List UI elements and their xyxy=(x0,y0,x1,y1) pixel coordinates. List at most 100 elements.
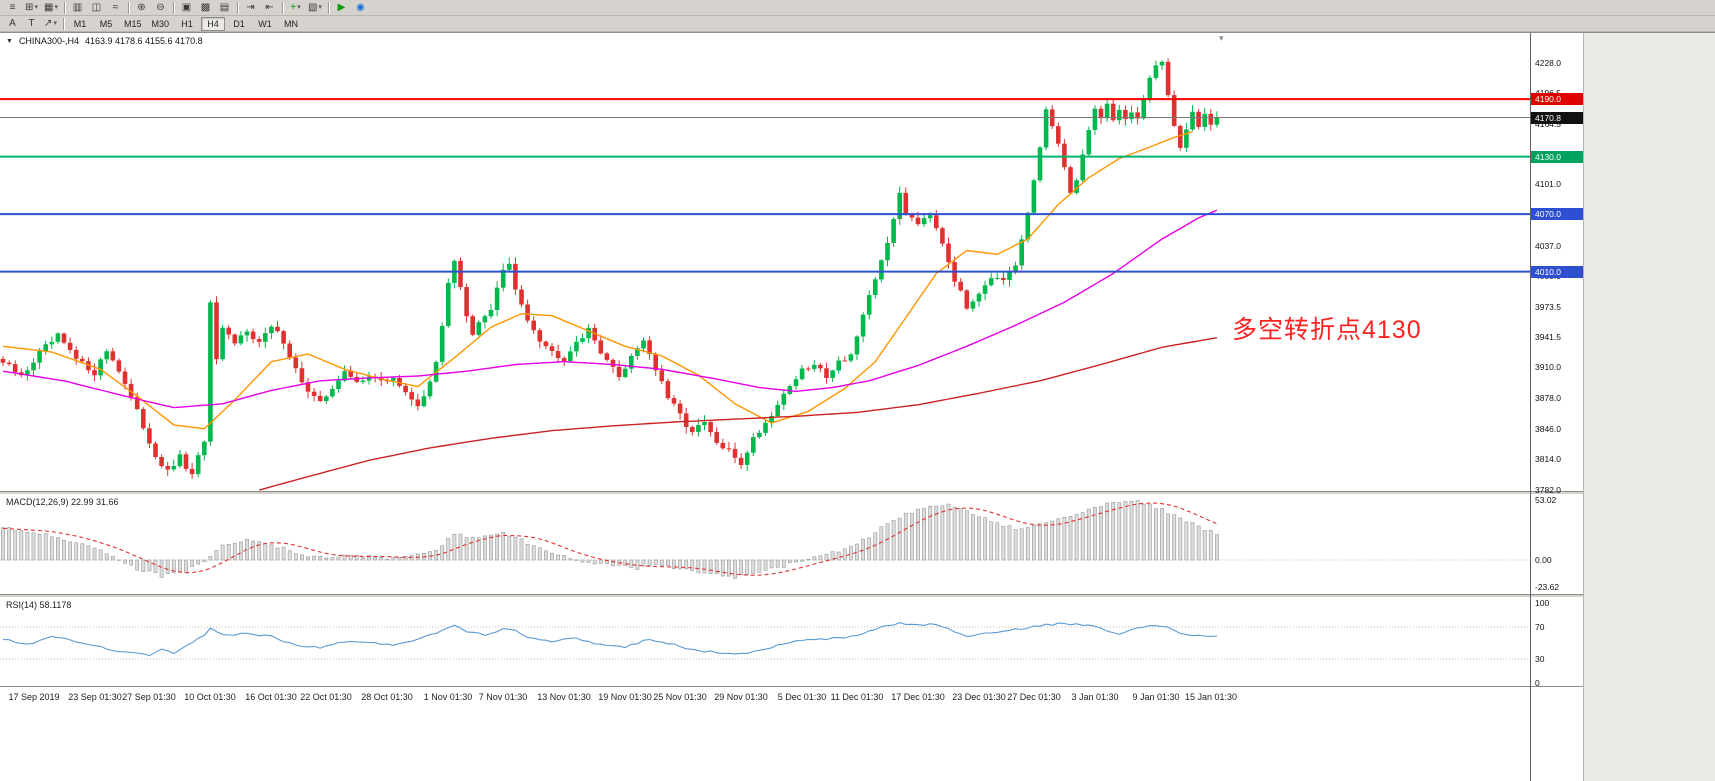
rsi-axis[interactable]: 100 70 30 0 xyxy=(1531,598,1583,688)
arrow-objects-icon: ↗ xyxy=(44,17,53,29)
toolbar-separator xyxy=(281,1,283,14)
timeframe-w1-button[interactable]: W1 xyxy=(253,17,277,31)
community-icon: ◉ xyxy=(356,1,365,13)
macd-plot[interactable] xyxy=(0,495,1530,594)
price-tick: 3782.0 xyxy=(1535,485,1561,495)
price-axis[interactable]: 4228.04196.54164.54133.04101.04069.04037… xyxy=(1531,33,1583,495)
text-label-tool-icon: T xyxy=(28,17,35,29)
zoom-out-button[interactable]: ⊖ xyxy=(151,1,170,15)
indicators-icon: + xyxy=(290,1,297,13)
timeframe-m30-button[interactable]: M30 xyxy=(148,17,174,31)
price-badge: 4170.8 xyxy=(1531,111,1583,124)
cascade-windows-button[interactable]: ▩ xyxy=(196,1,215,15)
tile-windows-button[interactable]: ▣ xyxy=(177,1,196,15)
time-label: 27 Dec 01:30 xyxy=(1007,692,1061,702)
zoom-in-button[interactable]: ⊕ xyxy=(132,1,151,15)
time-label: 5 Dec 01:30 xyxy=(777,692,827,702)
price-chart-panel: ▼ CHINA300-,H4 4163.9 4178.6 4155.6 4170… xyxy=(0,33,1530,491)
time-label: 29 Nov 01:30 xyxy=(714,692,768,702)
line-chart-mode-button[interactable]: ≈ xyxy=(106,1,125,15)
cascade-windows-icon: ▩ xyxy=(200,1,211,13)
toolbar-separator xyxy=(236,1,238,14)
time-label: 28 Oct 01:30 xyxy=(361,692,413,702)
expert-advisors-icon: ▶ xyxy=(337,1,346,13)
rsi-label: RSI(14) 58.1178 xyxy=(6,600,72,610)
timeframe-m5-button[interactable]: M5 xyxy=(94,17,118,31)
auto-scroll-icon: ⇥ xyxy=(246,1,255,13)
text-tool-button[interactable]: A xyxy=(3,17,22,31)
timeframe-h4-button[interactable]: H4 xyxy=(201,16,226,31)
timeframe-h1-button[interactable]: H1 xyxy=(175,17,199,31)
dropdown-caret-icon: ▾ xyxy=(34,4,38,11)
toolbar-separator xyxy=(327,1,329,14)
indicators-button[interactable]: + ▾ xyxy=(286,1,305,15)
time-label: 17 Sep 2019 xyxy=(8,692,60,702)
studies-timeframe-toolbar: A T ↗ ▾ M1 M5 M15 M30 H1 H4 D1 W1 MN xyxy=(0,16,1715,32)
candlestick-mode-button[interactable]: ◫ xyxy=(87,1,106,15)
standard-toolbar-buttons: ≡ ⊞ ▾ ▦ ▾ ▥ ◫ ≈ ⊕ ⊖ ▣ ▩ ▤ ⇥ ⇤ + ▾ ▧ ▾ ▶ ◉ xyxy=(3,0,370,15)
toolbar-separator xyxy=(172,1,174,14)
templates-icon: ▧ xyxy=(307,1,318,13)
dropdown-caret-icon: ▾ xyxy=(318,4,322,11)
zoom-in-icon: ⊕ xyxy=(137,1,146,13)
price-chart-plot[interactable] xyxy=(0,33,1530,491)
price-tick: 3910.0 xyxy=(1535,362,1561,373)
rsi-plot[interactable] xyxy=(0,598,1530,686)
price-tick: 4101.0 xyxy=(1535,179,1561,190)
time-axis[interactable]: 17 Sep 2019 23 Sep 01:30 27 Sep 01:30 10 Oc… xyxy=(0,686,1530,712)
price-tick: 3846.0 xyxy=(1535,423,1561,434)
dropdown-caret-icon: ▾ xyxy=(53,20,57,27)
price-tick: 4196.5 xyxy=(1535,88,1561,99)
timeframe-d1-button[interactable]: D1 xyxy=(227,17,251,31)
timeframe-mn-button[interactable]: MN xyxy=(279,17,303,31)
time-label: 15 Jan 01:30 xyxy=(1184,692,1238,702)
axis-corner xyxy=(1531,686,1583,712)
time-label: 11 Dec 01:30 xyxy=(830,692,884,702)
workspace: ▼ CHINA300-,H4 4163.9 4178.6 4155.6 4170… xyxy=(0,32,1715,781)
templates-button[interactable]: ▧ ▾ xyxy=(305,1,325,15)
bar-chart-mode-button[interactable]: ▥ xyxy=(68,1,87,15)
community-button[interactable]: ◉ xyxy=(351,1,370,15)
timeframe-m1-button[interactable]: M1 xyxy=(68,17,92,31)
line-studies-buttons: A T ↗ ▾ xyxy=(3,16,60,31)
price-axis-column[interactable]: 4228.04196.54164.54133.04101.04069.04037… xyxy=(1530,33,1583,781)
auto-scroll-button[interactable]: ⇥ xyxy=(241,1,260,15)
chart-shift-marker-icon[interactable]: ▾ xyxy=(1219,33,1224,43)
price-badge: 4010.0 xyxy=(1531,265,1583,278)
toolbar-separator xyxy=(127,1,129,14)
arrow-objects-button[interactable]: ↗ ▾ xyxy=(41,17,60,31)
time-label: 25 Nov 01:30 xyxy=(653,692,707,702)
chart-collapse-icon[interactable]: ▼ xyxy=(6,37,13,45)
panel-splitter[interactable] xyxy=(0,491,1530,495)
rsi-tick: 30 xyxy=(1535,654,1545,664)
time-label: 23 Sep 01:30 xyxy=(68,692,122,702)
time-label: 17 Dec 01:30 xyxy=(891,692,945,702)
price-tick: 3973.5 xyxy=(1535,301,1561,312)
time-label: 27 Sep 01:30 xyxy=(122,692,176,702)
macd-axis[interactable]: 53.02 0.00 -23.62 xyxy=(1531,495,1583,594)
arrange-horizontal-button[interactable]: ▤ xyxy=(215,1,234,15)
chart-header: ▼ CHINA300-,H4 4163.9 4178.6 4155.6 4170… xyxy=(6,36,203,46)
expert-advisors-button[interactable]: ▶ xyxy=(332,1,351,15)
chart-profiles-button[interactable]: ▦ ▾ xyxy=(41,1,61,15)
time-label: 13 Nov 01:30 xyxy=(537,692,591,702)
dropdown-caret-icon: ▾ xyxy=(54,4,58,11)
price-tick: 3814.0 xyxy=(1535,454,1561,465)
timeframe-m15-button[interactable]: M15 xyxy=(120,17,146,31)
time-label: 3 Jan 01:30 xyxy=(1071,692,1119,702)
rsi-tick: 0 xyxy=(1535,678,1540,688)
text-label-tool-button[interactable]: T xyxy=(22,17,41,31)
chart-ohlc-values: 4163.9 4178.6 4155.6 4170.8 xyxy=(84,36,203,46)
panel-splitter[interactable] xyxy=(1531,594,1583,598)
chart-window: ▼ CHINA300-,H4 4163.9 4178.6 4155.6 4170… xyxy=(0,33,1583,781)
new-chart-button[interactable]: ⊞ ▾ xyxy=(22,1,41,15)
panel-splitter[interactable] xyxy=(0,594,1530,598)
candlestick-mode-icon: ◫ xyxy=(91,1,102,13)
timeframe-group: M1 M5 M15 M30 H1 H4 D1 W1 MN xyxy=(67,16,304,31)
toolbars-menu-button[interactable]: ≡ xyxy=(3,1,22,15)
rsi-panel: RSI(14) 58.1178 xyxy=(0,598,1530,686)
chart-shift-button[interactable]: ⇤ xyxy=(260,1,279,15)
toolbars-menu-icon: ≡ xyxy=(9,1,16,13)
zoom-out-icon: ⊖ xyxy=(156,1,165,13)
panel-splitter[interactable] xyxy=(1531,491,1583,495)
